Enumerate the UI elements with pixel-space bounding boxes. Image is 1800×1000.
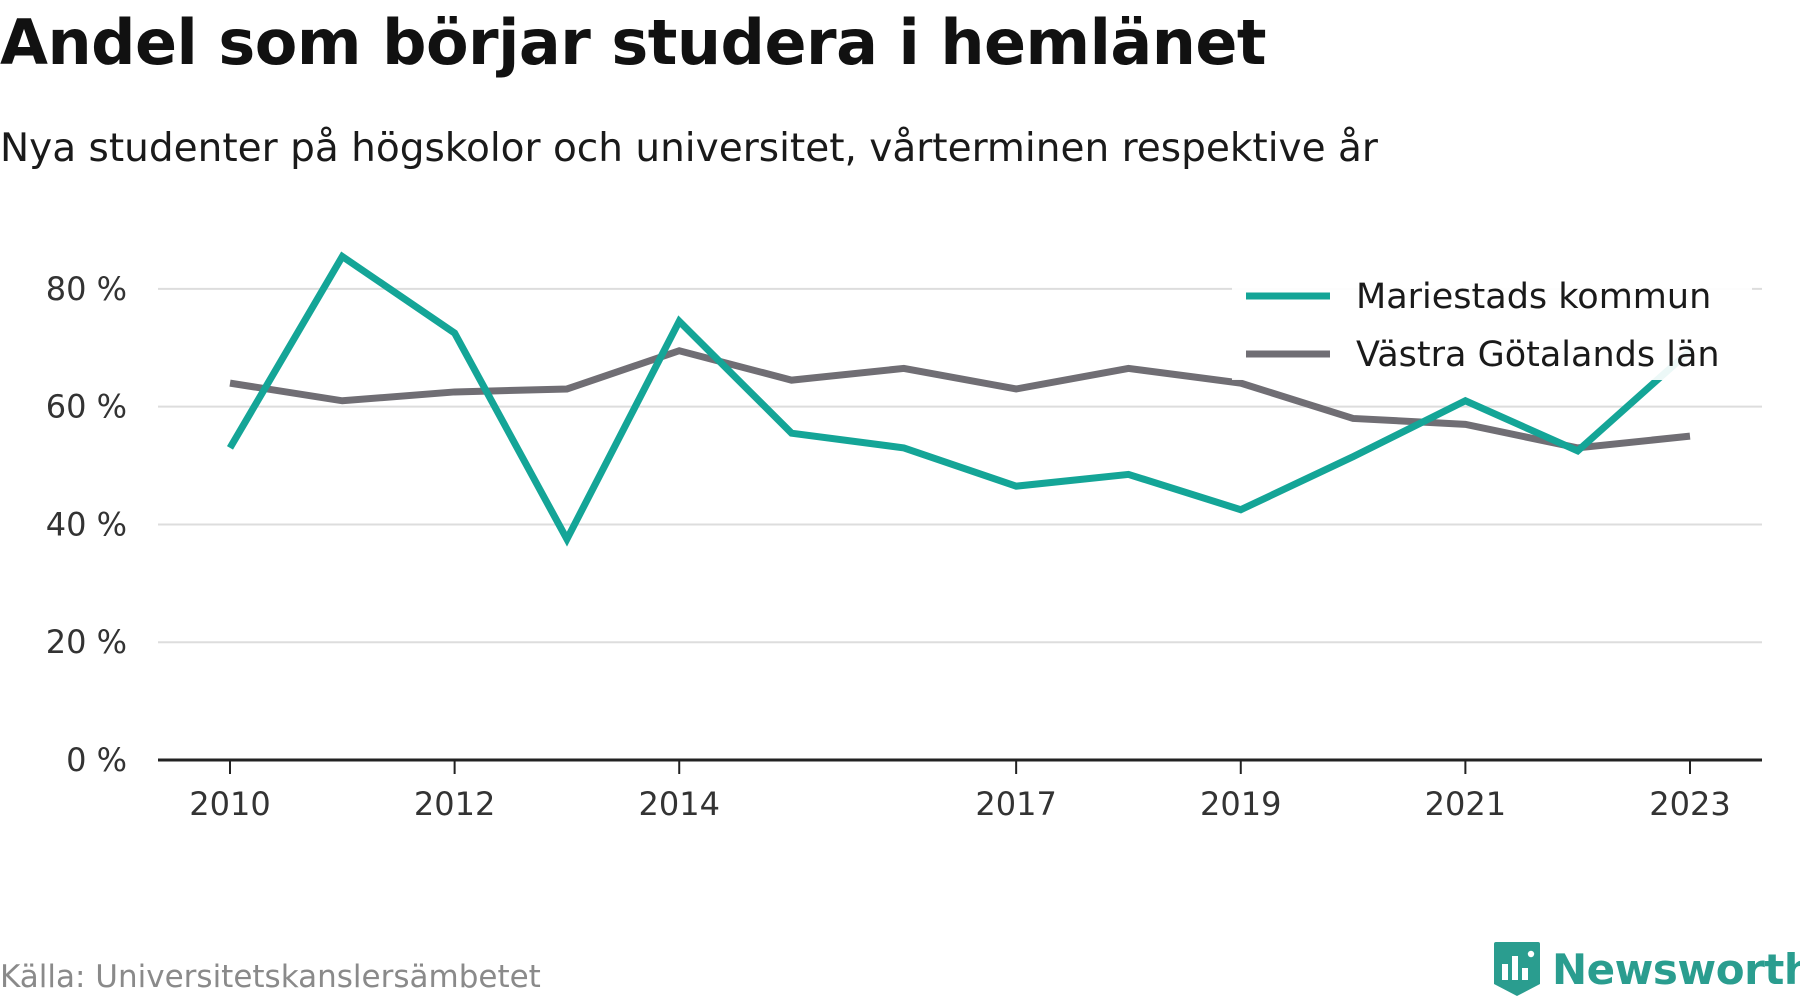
newsworthy-logo-text: Newsworthy [1552,944,1800,994]
y-tick-label: 80 % [46,270,127,308]
x-tick-label: 2012 [414,785,495,823]
chart-title: Andel som börjar studera i hemlänet [0,6,1267,79]
legend-label: Mariestads kommun [1356,277,1711,317]
line-chart: 0 % 20 % 40 % 60 % 80 % 2010 2012 2014 2017 2019 2… [46,251,1762,823]
x-tick-label: 2021 [1425,785,1506,823]
newsworthy-logo-icon [1494,942,1540,996]
y-tick-label: 40 % [46,505,127,543]
legend-label: Västra Götalands län [1356,335,1720,375]
series-line-mariestads-kommun [226,251,1693,547]
legend: Mariestads kommun Västra Götalands län [1232,268,1752,380]
series-line-vastra-gotalands-lan [229,347,1691,452]
x-tick-label: 2019 [1200,785,1281,823]
y-tick-label: 20 % [46,623,127,661]
y-tick-label: 0 % [66,741,127,779]
x-tick-label: 2017 [975,785,1056,823]
x-tick-label: 2014 [639,785,720,823]
axis-layer: 0 % 20 % 40 % 60 % 80 % 2010 2012 2014 2017 2019 2… [46,270,1762,823]
x-tick-label: 2023 [1649,785,1730,823]
y-tick-label: 60 % [46,388,127,426]
chart-subtitle: Nya studenter på högskolor och universit… [0,126,1378,171]
x-tick-label: 2010 [189,785,270,823]
newsworthy-logo: Newsworthy [1492,940,1800,998]
source-note: Källa: Universitetskanslersämbetet [0,959,541,995]
series-layer [226,251,1693,547]
legend-background [1232,268,1752,380]
